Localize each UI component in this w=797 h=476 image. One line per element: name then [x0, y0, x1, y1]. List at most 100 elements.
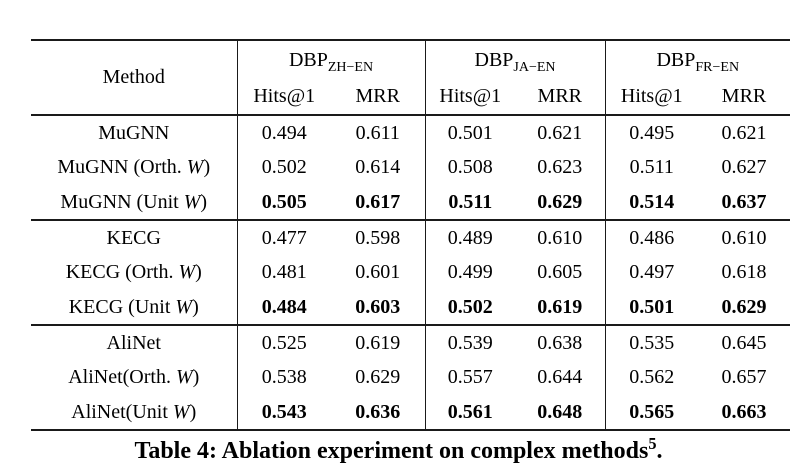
cell-ja-hits1: 0.561: [424, 395, 516, 431]
cell-fr-mrr: 0.657: [721, 366, 767, 388]
method-label-suffix: ): [195, 261, 202, 283]
method-label: AliNet(Orth.: [68, 366, 176, 388]
cell-fr-mrr: 0.629: [721, 295, 767, 318]
cell-ja-mrr: 0.610: [515, 219, 606, 255]
cell-ja-mrr: 0.638: [515, 324, 606, 360]
table-row-alinet-unit: AliNet(Unit W) 0.543 0.636 0.561 0.648 0…: [31, 395, 791, 431]
method-cell: MuGNN (Unit W): [31, 185, 237, 220]
method-label: KECG (Unit: [68, 295, 176, 318]
group-title-subscript: JA−EN: [513, 59, 556, 75]
table-row-alinet: AliNet 0.525 0.619 0.539 0.638 0.535 0.6…: [31, 324, 791, 360]
column-header-ja-hits1: Hits@1: [424, 79, 516, 116]
method-label-suffix: ): [200, 190, 208, 213]
column-header-zh-hits1: Hits@1: [236, 79, 331, 116]
cell-ja-hits1: 0.502: [424, 290, 516, 325]
cell-zh-mrr: 0.614: [355, 156, 401, 178]
method-label-suffix: ): [189, 400, 197, 423]
method-cell: AliNet(Orth. W): [31, 360, 237, 395]
cell-zh-hits1: 0.502: [236, 150, 331, 185]
method-label: KECG: [106, 226, 161, 249]
cell-ja-mrr: 0.623: [537, 156, 583, 178]
cell-ja-hits1: 0.489: [424, 219, 516, 255]
method-w-symbol: W: [172, 400, 190, 423]
cell-zh-mrr: 0.598: [331, 219, 426, 255]
cell-zh-mrr: 0.636: [331, 395, 426, 431]
method-w-symbol: W: [175, 366, 193, 388]
cell-fr-hits1: 0.501: [604, 290, 699, 325]
cell-ja-hits1: 0.501: [424, 115, 516, 150]
cell-ja-mrr: 0.648: [515, 395, 606, 431]
table-row-kecg: KECG 0.477 0.598 0.489 0.610 0.486 0.610: [31, 219, 791, 255]
cell-zh-hits1: 0.494: [236, 115, 331, 150]
cell-ja-mrr: 0.619: [537, 295, 583, 318]
method-label: KECG (Orth.: [65, 261, 179, 283]
cell-fr-hits1: 0.562: [604, 360, 699, 395]
cell-ja-mrr: 0.621: [537, 121, 583, 144]
table-row-kecg-orth: KECG (Orth. W) 0.481 0.601 0.499 0.605 0…: [31, 255, 790, 290]
cell-zh-mrr: 0.617: [355, 190, 401, 213]
cell-zh-mrr: 0.611: [355, 121, 400, 144]
method-label: MuGNN (Unit: [60, 190, 184, 213]
method-w-symbol: W: [186, 156, 204, 178]
caption-text: Table 4: Ablation experiment on complex …: [134, 438, 649, 464]
cell-zh-hits1: 0.543: [236, 395, 331, 431]
method-cell: AliNet: [31, 324, 237, 360]
cell-ja-hits1: 0.499: [424, 255, 516, 290]
group-title-text: DBP: [288, 48, 328, 71]
table-caption: Table 4: Ablation experiment on complex …: [0, 435, 797, 465]
header-row-groups: Method DBPZH−EN DBPJA−EN DBPFR−EN: [31, 39, 791, 116]
method-cell: MuGNN (Orth. W): [31, 150, 237, 185]
method-cell: MuGNN: [31, 115, 237, 150]
cell-ja-hits1: 0.539: [424, 324, 516, 360]
cell-fr-mrr: 0.610: [698, 219, 791, 255]
method-w-symbol: W: [183, 190, 201, 213]
method-label-suffix: ): [192, 295, 199, 318]
cell-zh-mrr: 0.601: [355, 261, 401, 283]
cell-zh-hits1: 0.525: [236, 324, 331, 360]
table-row-mugnn-orth: MuGNN (Orth. W) 0.502 0.614 0.508 0.623 …: [31, 150, 790, 185]
column-group-dbp-zh-en: DBPZH−EN: [236, 39, 426, 79]
cell-fr-hits1: 0.511: [604, 150, 699, 185]
cell-zh-hits1: 0.538: [236, 360, 331, 395]
column-header-ja-mrr: MRR: [515, 79, 606, 116]
caption-period: .: [656, 438, 663, 464]
column-header-fr-mrr: MRR: [698, 79, 791, 116]
group-title-text: DBP: [656, 48, 696, 71]
cell-fr-mrr: 0.621: [721, 121, 767, 144]
cell-fr-mrr: 0.645: [698, 324, 791, 360]
method-cell: KECG (Orth. W): [31, 255, 237, 290]
cell-fr-hits1: 0.565: [604, 395, 699, 431]
cell-fr-hits1: 0.497: [604, 255, 699, 290]
table-row-mugnn-unit: MuGNN (Unit W) 0.505 0.617 0.511 0.629 0…: [31, 185, 790, 220]
cell-ja-mrr: 0.605: [537, 261, 583, 283]
cell-ja-mrr: 0.629: [537, 190, 583, 213]
cell-ja-hits1: 0.557: [424, 360, 516, 395]
table-row-alinet-orth: AliNet(Orth. W) 0.538 0.629 0.557 0.644 …: [31, 360, 790, 395]
cell-zh-mrr: 0.619: [331, 324, 426, 360]
method-w-symbol: W: [178, 261, 196, 283]
cell-fr-hits1: 0.495: [604, 115, 699, 150]
group-title-subscript: ZH−EN: [327, 59, 374, 75]
cell-fr-mrr: 0.618: [721, 261, 767, 283]
cell-zh-mrr: 0.603: [355, 295, 401, 318]
method-cell: AliNet(Unit W): [31, 395, 237, 431]
method-label-suffix: ): [192, 366, 200, 388]
cell-fr-mrr: 0.663: [698, 395, 791, 431]
method-label: AliNet: [106, 331, 161, 354]
group-title-text: DBP: [474, 48, 514, 71]
cell-zh-hits1: 0.481: [236, 255, 331, 290]
method-label: MuGNN (Orth.: [57, 156, 187, 178]
cell-ja-hits1: 0.508: [424, 150, 516, 185]
method-cell: KECG: [31, 219, 237, 255]
column-group-dbp-fr-en: DBPFR−EN: [604, 39, 791, 79]
table-row-mugnn: MuGNN 0.494 0.611 0.501 0.621 0.495 0.62…: [31, 115, 790, 150]
caption-footnote-marker: 5: [648, 434, 657, 453]
method-label-suffix: ): [203, 156, 211, 178]
column-header-zh-mrr: MRR: [331, 79, 426, 116]
table-row-kecg-unit: KECG (Unit W) 0.484 0.603 0.502 0.619 0.…: [31, 290, 790, 325]
cell-zh-hits1: 0.505: [236, 185, 331, 220]
cell-fr-mrr: 0.627: [721, 156, 767, 178]
cell-ja-mrr: 0.644: [537, 366, 583, 388]
column-header-method: Method: [31, 39, 237, 116]
